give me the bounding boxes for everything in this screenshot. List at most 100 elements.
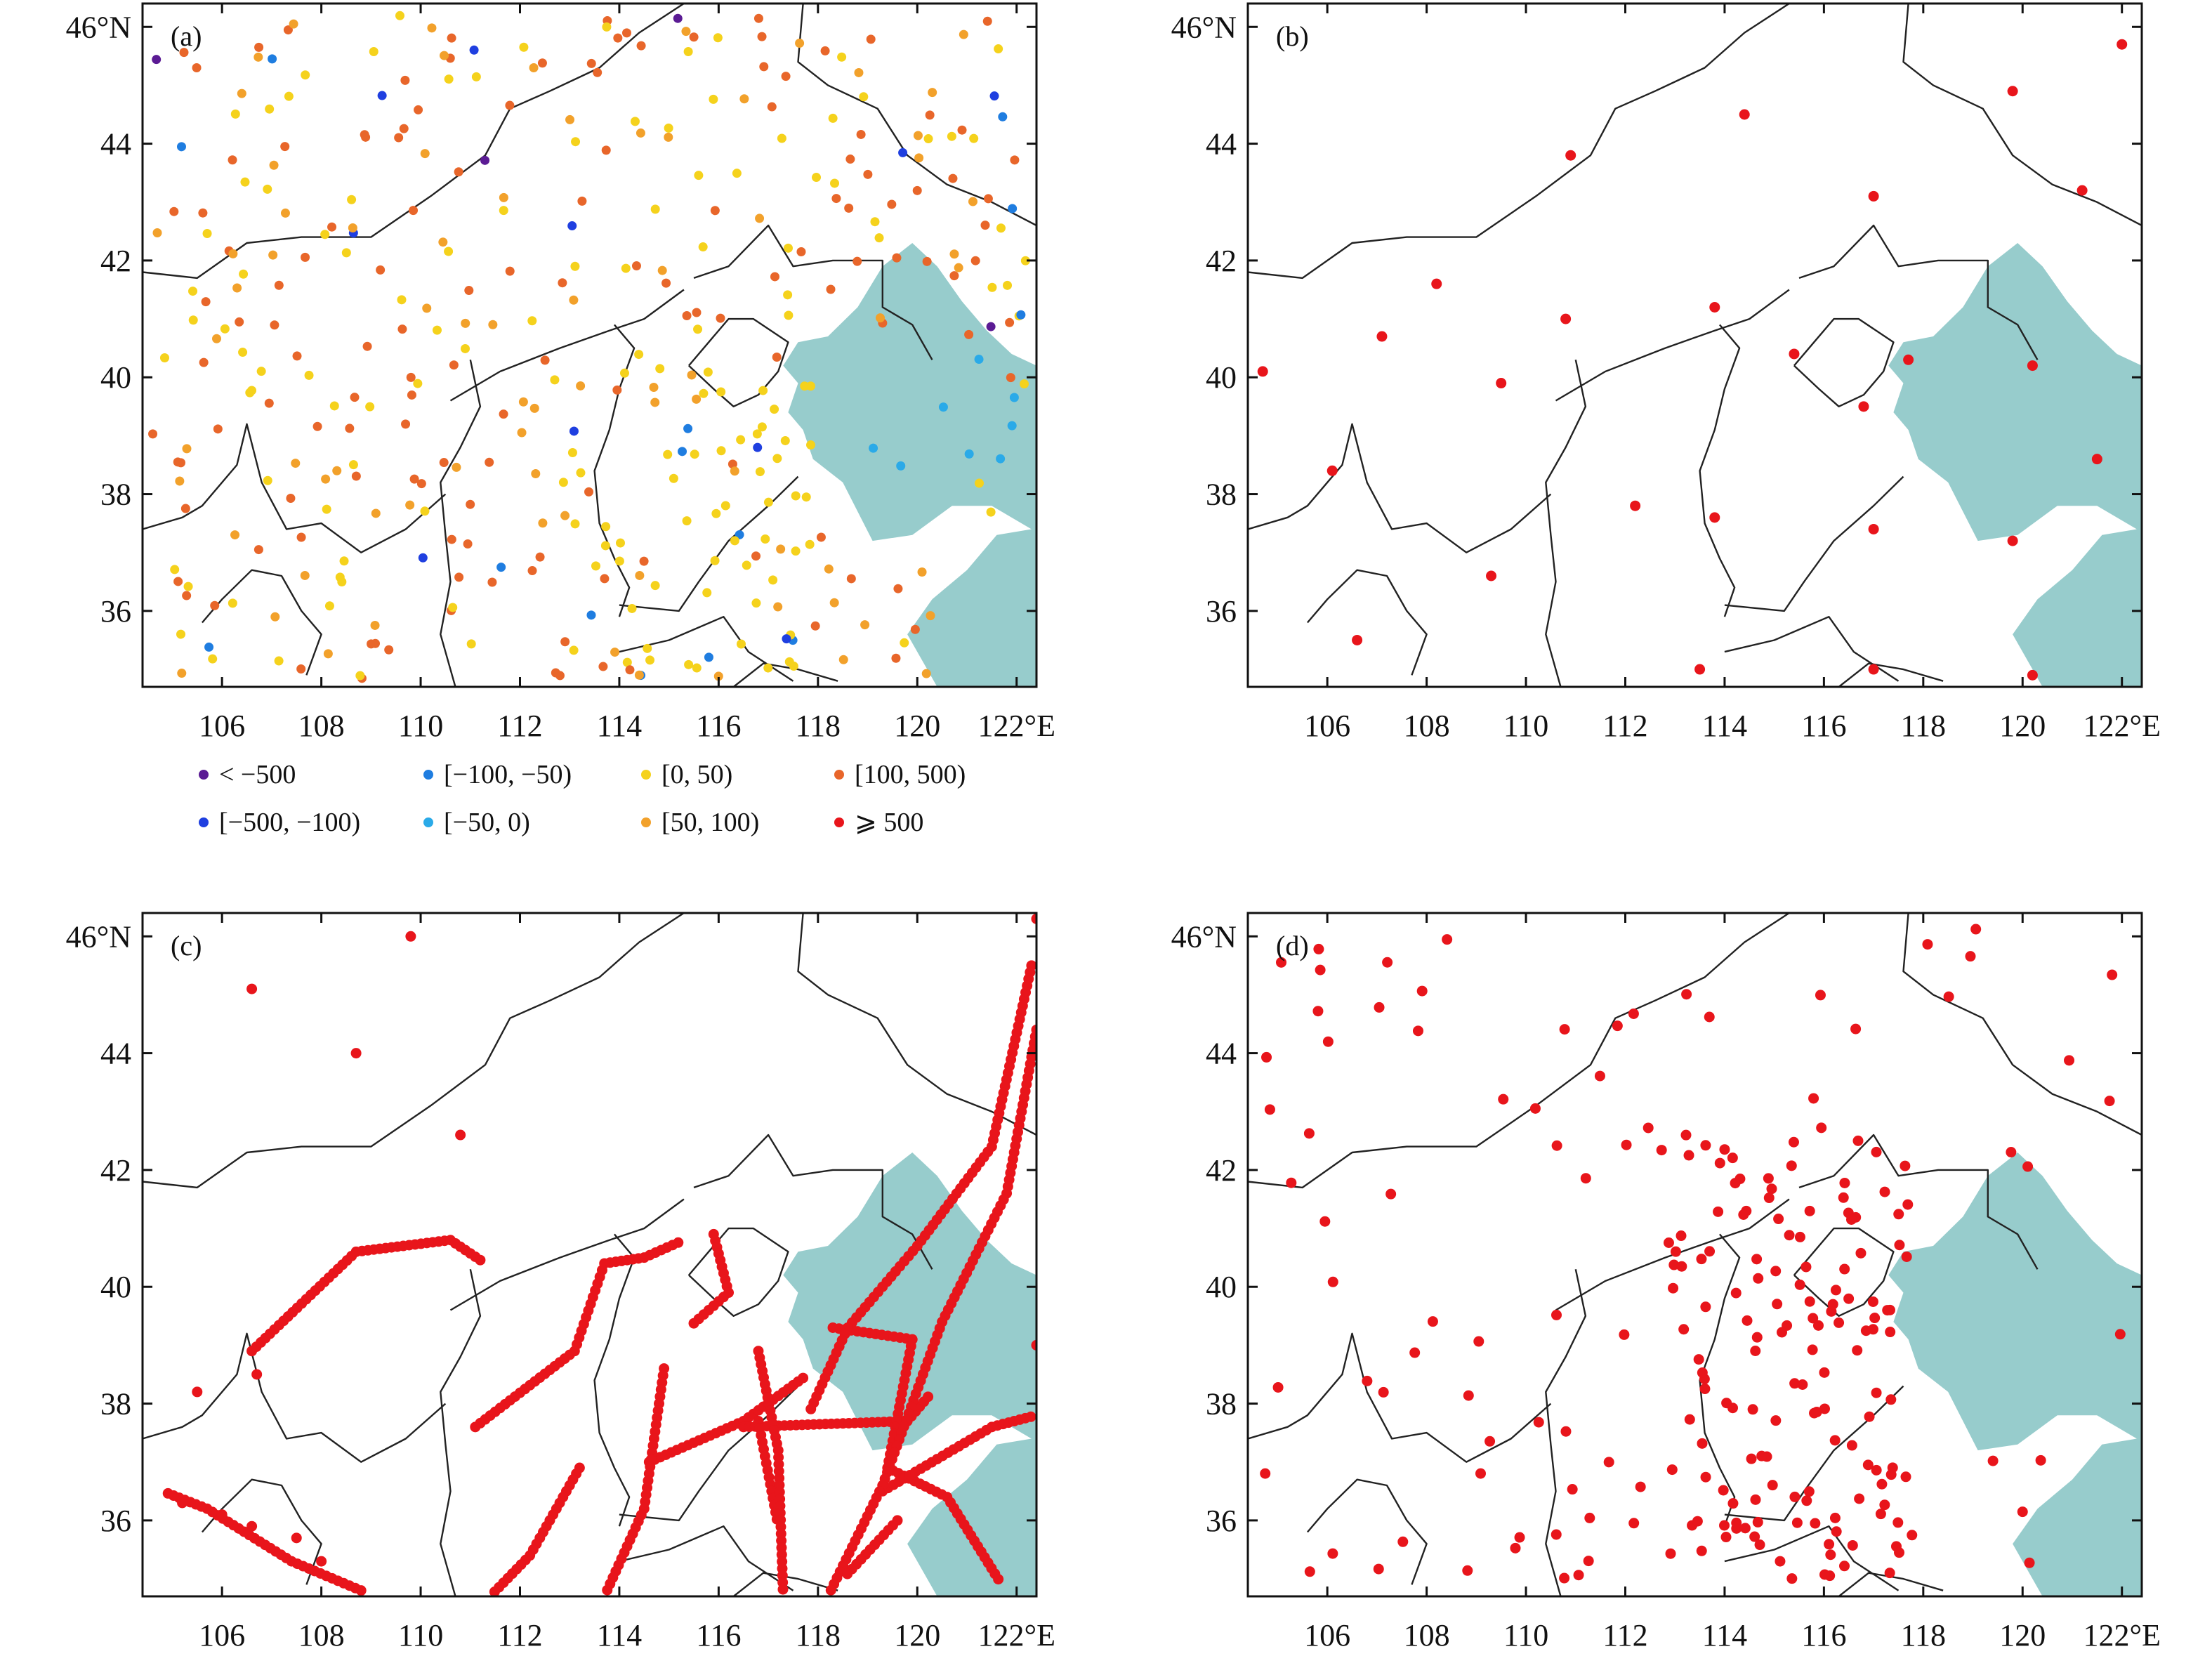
- station-point: [1006, 373, 1015, 383]
- y-tick-label: 46°N: [66, 10, 131, 44]
- y-tick-label: 40: [100, 360, 131, 395]
- station-point: [461, 318, 470, 328]
- legend-item: [−500, −100): [199, 808, 360, 837]
- station-point: [1619, 1329, 1630, 1340]
- boundary-line: [1306, 569, 1428, 676]
- station-point: [2024, 1557, 2035, 1568]
- station-point: [687, 370, 697, 380]
- station-point: [1612, 1020, 1623, 1032]
- station-point: [384, 645, 394, 655]
- panel-frame: [1246, 2, 2143, 688]
- station-point: [444, 74, 454, 84]
- station-point: [1412, 1025, 1423, 1037]
- station-point: [152, 228, 162, 237]
- boundary-line: [1248, 423, 1552, 553]
- station-point: [681, 27, 691, 37]
- track-point: [1031, 1339, 1036, 1351]
- station-point: [202, 228, 212, 238]
- x-tick-label: 114: [1702, 1618, 1747, 1653]
- boundary-line: [1838, 662, 1944, 687]
- station-point: [517, 428, 527, 438]
- station-point: [463, 539, 473, 549]
- station-point: [537, 58, 547, 68]
- station-point: [791, 546, 801, 556]
- station-point: [601, 522, 611, 532]
- station-point: [239, 269, 249, 279]
- station-point: [199, 357, 209, 367]
- station-point: [921, 669, 931, 678]
- station-point: [228, 155, 237, 165]
- station-point: [1696, 1545, 1707, 1556]
- y-tick-label: 38: [1206, 478, 1237, 512]
- boundary-line: [1545, 360, 1587, 687]
- station-point: [454, 572, 464, 582]
- x-tick-label: 118: [796, 1618, 841, 1653]
- y-tick-label: 46°N: [1171, 919, 1237, 954]
- station-point: [947, 131, 956, 141]
- legend-label: < −500: [219, 760, 296, 789]
- station-point: [567, 221, 577, 231]
- station-point: [772, 454, 782, 464]
- station-point: [1020, 256, 1030, 265]
- station-point: [1749, 1531, 1760, 1542]
- station-point: [452, 462, 461, 472]
- station-point: [796, 247, 806, 256]
- station-point: [407, 390, 416, 400]
- station-point: [783, 290, 793, 300]
- station-point: [639, 556, 649, 566]
- station-point: [1801, 1495, 1812, 1506]
- station-point: [1871, 1146, 1882, 1157]
- station-point: [869, 443, 878, 453]
- y-tick-label: 40: [100, 1270, 131, 1304]
- station-point: [565, 114, 575, 124]
- station-point: [1680, 1129, 1692, 1141]
- station-point: [661, 278, 671, 288]
- station-point: [925, 110, 935, 120]
- station-point: [1260, 1468, 1271, 1479]
- station-point: [1559, 1024, 1570, 1035]
- station-point: [854, 67, 864, 77]
- station-point: [983, 194, 993, 204]
- track-point: [455, 1129, 466, 1141]
- station-point: [613, 33, 623, 43]
- station-point: [464, 286, 474, 296]
- station-point: [1834, 1317, 1845, 1328]
- station-point: [621, 263, 631, 273]
- station-point: [630, 117, 640, 126]
- station-point: [296, 664, 306, 674]
- boundary-line: [687, 317, 789, 407]
- station-point: [212, 334, 222, 343]
- station-point: [519, 42, 529, 52]
- station-point: [264, 398, 274, 408]
- station-point: [237, 88, 246, 98]
- station-point: [1815, 990, 1826, 1001]
- station-point: [1700, 1471, 1711, 1483]
- station-point: [427, 23, 437, 33]
- station-point: [1751, 1254, 1763, 1265]
- station-point: [875, 313, 885, 323]
- station-point: [1583, 1556, 1594, 1567]
- station-point: [1696, 1254, 1707, 1265]
- station-point: [176, 458, 185, 468]
- station-point: [1892, 1517, 1904, 1528]
- x-tick-label: 106: [1304, 1618, 1350, 1653]
- boundary-line: [201, 569, 322, 676]
- station-point: [365, 402, 375, 412]
- station-point: [1804, 1296, 1815, 1307]
- station-point: [406, 372, 416, 382]
- station-point: [784, 657, 794, 666]
- station-point: [1730, 1287, 1742, 1299]
- station-point: [447, 534, 456, 544]
- station-point: [704, 652, 713, 662]
- panel-frame: [141, 2, 1038, 688]
- station-point: [337, 577, 347, 586]
- station-point: [710, 556, 720, 565]
- boundary-line: [1555, 1198, 1790, 1311]
- station-point: [397, 324, 407, 334]
- y-tick-label: 38: [1206, 1387, 1237, 1421]
- station-point: [529, 403, 539, 413]
- station-point: [830, 178, 840, 188]
- station-point: [1812, 1320, 1824, 1331]
- station-point: [1594, 1070, 1605, 1082]
- station-point: [1751, 1332, 1763, 1343]
